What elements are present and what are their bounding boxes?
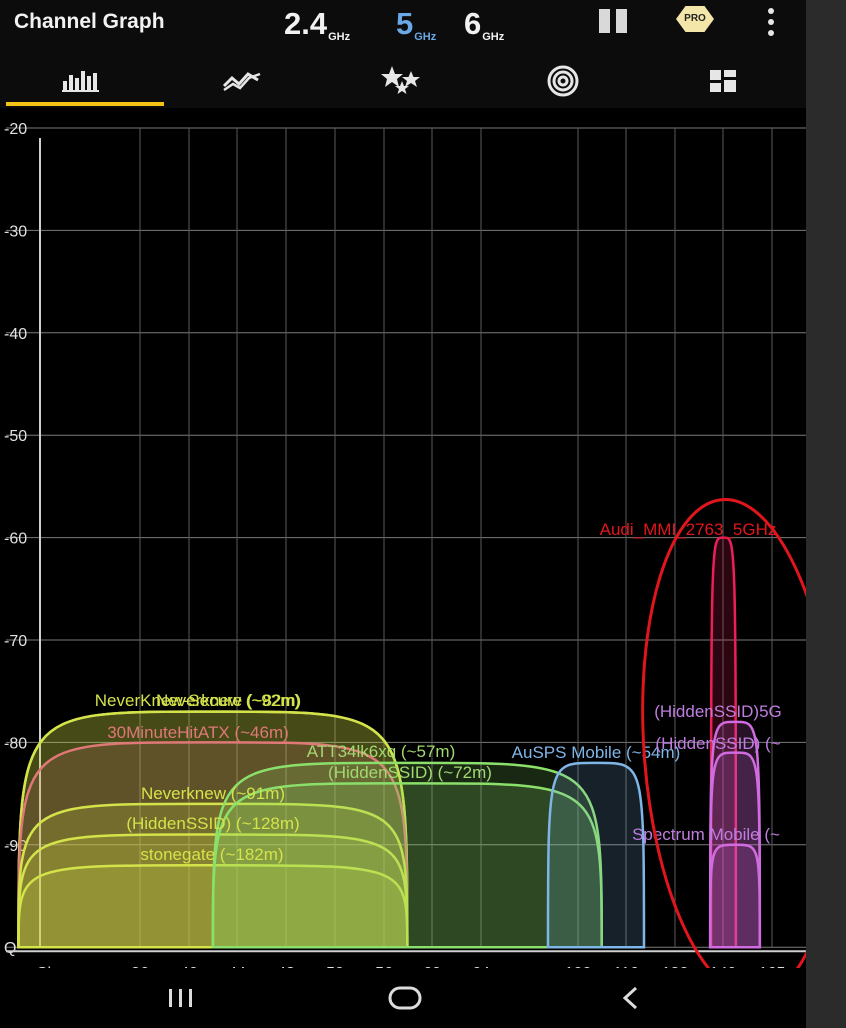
- selected-tab-indicator: [6, 102, 164, 106]
- channel-rating-icon: [381, 66, 420, 94]
- pause-icon: [599, 9, 610, 33]
- band-5ghz-button[interactable]: 5GHz: [396, 6, 437, 43]
- tab-channel-rating[interactable]: [328, 58, 478, 108]
- band-value: 6: [464, 6, 482, 41]
- y-tick-label: -20: [4, 121, 27, 138]
- band-2-4ghz-button[interactable]: 2.4GHz: [284, 6, 351, 43]
- channel-graph-chart: -20-30-40-50-60-70-80-90Q364044485256606…: [0, 108, 839, 998]
- y-tick-label: -40: [4, 326, 27, 343]
- band-unit: GHz: [328, 31, 351, 43]
- y-tick-label: -60: [4, 531, 27, 548]
- pause-icon-bar: [616, 9, 627, 33]
- band-6ghz-button[interactable]: 6GHz: [464, 6, 505, 43]
- recent-apps-button[interactable]: [151, 980, 211, 1016]
- band-unit: GHz: [414, 31, 437, 43]
- network-label: Spectrum Mobile (~: [632, 825, 780, 844]
- network-arc: [17, 741, 409, 949]
- system-nav-bar: [0, 968, 806, 1028]
- pause-button[interactable]: [599, 9, 629, 33]
- network-label: NeverKnew-Secure (~82m): [95, 691, 301, 710]
- y-tick-label: -70: [4, 633, 27, 650]
- more-options-icon[interactable]: [764, 8, 778, 36]
- home-icon: [388, 986, 422, 1010]
- y-tick-label: -30: [4, 223, 27, 240]
- network-label: Audi_MMI_2763_5GHz: [600, 520, 777, 539]
- network-label: ATT34lk6xq (~57m): [307, 742, 455, 761]
- home-button[interactable]: [376, 980, 436, 1016]
- pro-badge[interactable]: PRO: [676, 6, 714, 32]
- network-arc: [546, 761, 646, 949]
- time-graph-icon: [222, 72, 261, 92]
- network-label: (HiddenSSID)5G: [654, 702, 782, 721]
- page-title: Channel Graph: [14, 10, 165, 33]
- network-label: Neverknew (~91m): [141, 784, 285, 803]
- chart-canvas: -20-30-40-50-60-70-80-90Q364044485256606…: [4, 121, 839, 998]
- tab-bar: [0, 58, 806, 108]
- network-arc: [211, 782, 603, 949]
- band-value: 2.4: [284, 6, 328, 41]
- network-label: AuSPS Mobile (~54m): [512, 743, 681, 762]
- channel-graph-icon: [62, 71, 99, 92]
- band-unit: GHz: [482, 31, 505, 43]
- back-icon: [622, 986, 638, 1010]
- network-label: Neverknew (~92m): [156, 691, 300, 710]
- recent-apps-icon: [169, 989, 192, 1007]
- tab-access-points[interactable]: [488, 58, 638, 108]
- back-button[interactable]: [600, 980, 660, 1016]
- access-points-icon: [547, 65, 579, 97]
- tab-dashboard[interactable]: [648, 58, 798, 108]
- y-tick-label: -50: [4, 428, 27, 445]
- band-value: 5: [396, 6, 414, 41]
- screen-edge: [806, 0, 846, 1028]
- network-label: (HiddenSSID) (~128m): [126, 814, 299, 833]
- network-label: 30MinuteHitATX (~46m): [107, 723, 289, 742]
- network-arc: [708, 751, 762, 949]
- network-label: (HiddenSSID) (~: [655, 734, 780, 753]
- network-label: (HiddenSSID) (~72m): [328, 763, 492, 782]
- app-bar: Channel Graph 2.4GHz 5GHz 6GHz PRO: [0, 0, 806, 58]
- network-arc: [17, 710, 409, 949]
- tab-channel-graph[interactable]: [8, 58, 158, 108]
- network-arc: [211, 761, 603, 949]
- network-arc: [708, 843, 762, 949]
- network-label: stonegate (~182m): [140, 845, 283, 864]
- tab-time-graph[interactable]: [168, 58, 318, 108]
- dashboard-icon: [710, 70, 736, 92]
- y-tick-label: Q: [4, 940, 16, 957]
- y-tick-label: -80: [4, 735, 27, 752]
